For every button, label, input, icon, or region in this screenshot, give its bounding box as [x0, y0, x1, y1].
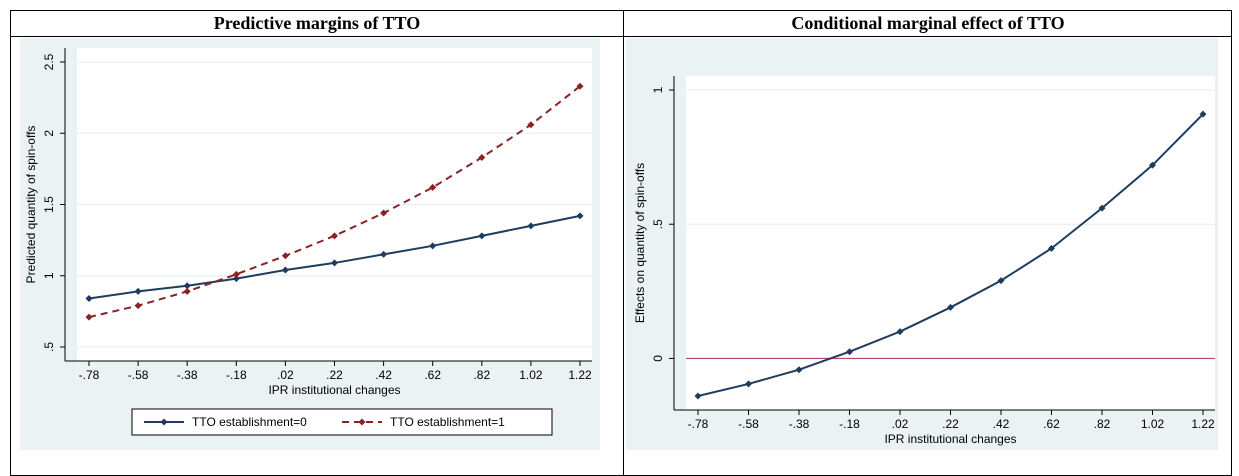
- series-0-point: [1149, 161, 1156, 169]
- x-tick-label: 1.22: [568, 368, 592, 382]
- series-0-point: [896, 328, 904, 336]
- series-0-point: [1098, 204, 1106, 212]
- series-0-point: [183, 282, 191, 290]
- column-divider: [623, 11, 624, 475]
- series-1-point: [281, 252, 289, 260]
- series-0-point: [795, 366, 803, 374]
- series-1-point: [134, 302, 142, 310]
- series-0-point: [694, 392, 702, 400]
- x-tick-label: .62: [424, 368, 441, 382]
- x-tick-label: 1.22: [1191, 417, 1215, 431]
- series-1-point: [380, 209, 388, 217]
- header-divider: [11, 36, 1231, 37]
- legend-label-1: TTO establishment=1: [390, 415, 505, 429]
- x-tick-label: 1.02: [519, 368, 543, 382]
- series-1-point: [527, 121, 535, 129]
- x-tick-label: .22: [326, 368, 343, 382]
- x-tick-label: -.18: [226, 368, 247, 382]
- x-tick-label: .42: [375, 368, 392, 382]
- series-0-point: [478, 232, 486, 240]
- series-1-line: [88, 85, 581, 319]
- y-tick-label: .5: [651, 219, 665, 229]
- y-tick-label: 1: [42, 272, 56, 279]
- series-0-point: [85, 295, 93, 303]
- x-tick-label: .02: [892, 417, 909, 431]
- series-1-point: [478, 153, 486, 161]
- x-tick-label: .82: [1094, 417, 1111, 431]
- series-1-point: [183, 287, 191, 295]
- x-tick-label: .42: [993, 417, 1010, 431]
- legend-marker-1: [358, 418, 366, 426]
- series-0-point: [1048, 244, 1055, 252]
- series-0-point: [281, 266, 289, 274]
- series-1-point: [85, 313, 93, 321]
- series-0-point: [134, 287, 142, 295]
- x-tick-label: -.58: [128, 368, 149, 382]
- x-tick-label: -.18: [839, 417, 860, 431]
- series-0-point: [232, 275, 240, 283]
- x-tick-label: -.58: [738, 417, 759, 431]
- y-tick-label: 2: [42, 130, 56, 137]
- series-1-point: [232, 270, 240, 278]
- plot-area: [686, 76, 1215, 410]
- series-0-point: [527, 222, 535, 230]
- left-panel-title: Predictive margins of TTO: [213, 13, 421, 33]
- x-tick-label: .22: [942, 417, 959, 431]
- y-axis-title: Predicted quantity of spin-offs: [24, 126, 38, 284]
- x-tick-label: -.38: [789, 417, 810, 431]
- series-0-point: [1199, 110, 1207, 118]
- x-tick-label: .62: [1043, 417, 1060, 431]
- y-tick-label: .5: [42, 342, 56, 352]
- x-tick-label: 1.02: [1141, 417, 1165, 431]
- y-tick-label: 2.5: [42, 53, 56, 70]
- right-panel-title: Conditional marginal effect of TTO: [791, 13, 1065, 33]
- y-tick-label: 0: [651, 355, 665, 362]
- series-0-point: [997, 277, 1005, 285]
- marginal-effect-chart: 0 .5 1 -.78 -.58 -.38 -.18 .02 .22 .42 .62 .82 1.02 1…: [626, 38, 1218, 450]
- x-tick-label: .82: [473, 368, 490, 382]
- predictive-margins-chart: .5 1 1.5 2 2.5 -.78 -.58 -.38 -.18 .02 .22 .42 .62 .8…: [20, 38, 600, 450]
- series-1-point: [576, 82, 584, 90]
- x-tick-label: -.78: [79, 368, 100, 382]
- series-0-point: [331, 259, 338, 267]
- y-tick-label: 1.5: [42, 196, 56, 213]
- series-0-point: [429, 242, 437, 250]
- series-1-point: [331, 232, 338, 240]
- legend-marker-0: [160, 418, 168, 426]
- y-tick-label: 1: [651, 86, 665, 93]
- series-0-point: [745, 380, 752, 388]
- x-tick-label: .02: [277, 368, 294, 382]
- series-0-point: [947, 303, 954, 311]
- series-1-point: [429, 183, 437, 191]
- series-0-point: [380, 250, 388, 258]
- series-0-point: [846, 348, 853, 356]
- legend-label-0: TTO establishment=0: [192, 415, 307, 429]
- x-axis-title: IPR institutional changes: [268, 383, 400, 397]
- x-tick-label: -.78: [688, 417, 709, 431]
- y-axis-title: Effects on quantity of spin-offs: [633, 163, 647, 323]
- series-0-point: [576, 212, 584, 220]
- x-axis-title: IPR institutional changes: [884, 432, 1016, 446]
- x-tick-label: -.38: [177, 368, 198, 382]
